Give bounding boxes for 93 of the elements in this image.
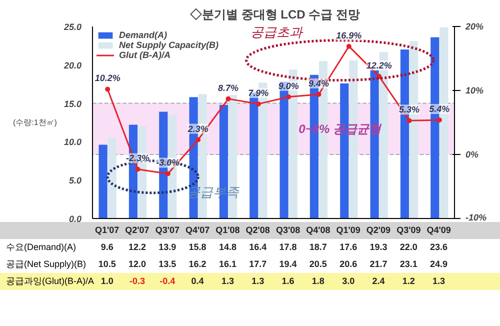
x-tick-label: Q1'07 xyxy=(94,224,120,237)
point xyxy=(105,86,110,92)
text: 1.3 xyxy=(220,275,235,288)
text: -0.3 xyxy=(128,275,146,288)
data-label: 20.6 xyxy=(338,258,358,271)
y2-tick-label: 0% xyxy=(466,150,479,160)
bar xyxy=(108,138,116,218)
data-label: 10.5 xyxy=(97,258,117,271)
point xyxy=(165,171,170,176)
y-tick-label: 10.0 xyxy=(64,137,82,148)
data-label: 24.9 xyxy=(429,258,449,271)
data-label: 9.4% xyxy=(308,78,330,88)
text: 3.0 xyxy=(341,275,356,288)
legend-label: Demand(A) xyxy=(119,30,168,40)
data-label: 23.6 xyxy=(429,241,449,254)
data-label: 17.6 xyxy=(338,241,358,254)
y2-tick-label: 10% xyxy=(466,86,484,96)
text: 1.6 xyxy=(280,275,296,288)
data-label: 2.3% xyxy=(186,124,208,134)
data-label: 16.1 xyxy=(218,258,238,271)
data-label: -2.3% xyxy=(126,153,150,164)
data-label: 17.8 xyxy=(278,241,298,254)
point xyxy=(196,137,201,142)
x-tick-label: Q3'07 xyxy=(154,224,180,237)
data-label: 8.7% xyxy=(218,82,239,93)
point xyxy=(135,166,140,172)
data-label: 9.0% xyxy=(278,80,299,91)
data-label: 19.4 xyxy=(278,258,298,271)
data-label: -3.0% xyxy=(156,158,180,168)
x-tick-label: Q1'09 xyxy=(335,224,362,237)
text: 수요(Demand)(A) xyxy=(5,241,78,254)
y-tick-label: 0.0 xyxy=(68,214,82,224)
data-label: 5.3% xyxy=(398,104,420,115)
x-tick-label: Q4'08 xyxy=(305,224,332,237)
legend-label: Net Supply Capacity(B) xyxy=(119,40,219,50)
data-label: 22.0 xyxy=(398,241,418,254)
data-label: 18.7 xyxy=(308,241,328,254)
text: 공급(Net Supply)(B) xyxy=(5,258,88,271)
data-label: 16.2 xyxy=(188,258,208,271)
data-label: 14.8 xyxy=(218,241,238,254)
x-tick-label: Q1'08 xyxy=(214,224,241,237)
data-label: 16.9% xyxy=(336,30,362,40)
point xyxy=(286,94,292,100)
data-label: 23.1 xyxy=(398,258,418,271)
data-label: 10.2% xyxy=(94,73,120,84)
bar xyxy=(98,144,108,218)
point xyxy=(436,117,442,122)
text: 1.2 xyxy=(401,275,416,288)
text: 0.4 xyxy=(190,275,205,288)
data-label: 5.4% xyxy=(429,104,450,114)
legend-label: Glut (B-A)/A xyxy=(119,50,170,60)
x-tick-label: Q2'08 xyxy=(244,224,271,237)
text: 공급과잉(Glut)(B-A)/A xyxy=(5,275,94,288)
data-label: 13.9 xyxy=(158,241,178,254)
data-label: 13.5 xyxy=(158,258,178,271)
data-label: 9.6 xyxy=(100,241,114,254)
y2-tick-label: 20% xyxy=(464,22,484,32)
data-label: 12.2 xyxy=(127,241,148,254)
data-label: 7.9% xyxy=(248,88,269,98)
x-tick-label: Q2'09 xyxy=(365,224,392,237)
data-label: 12.0 xyxy=(127,258,148,271)
point xyxy=(346,44,352,49)
y-axis-title: (수량:1천㎡) xyxy=(12,118,58,127)
data-label: 21.7 xyxy=(368,258,388,271)
point xyxy=(376,74,382,79)
annotation: 공급초과 xyxy=(250,24,304,40)
y-tick-label: 15.0 xyxy=(64,98,82,109)
data-label: 19.3 xyxy=(368,241,388,254)
y-tick-label: 25.0 xyxy=(62,22,82,32)
x-tick-label: Q4'09 xyxy=(426,224,452,237)
data-label: 20.5 xyxy=(308,258,328,271)
point xyxy=(316,92,322,97)
x-tick-label: Q3'08 xyxy=(274,224,302,237)
y-tick-label: 20.0 xyxy=(62,60,82,70)
data-label: 15.8 xyxy=(188,241,208,254)
x-tick-label: Q3'09 xyxy=(396,224,422,237)
text: 1.8 xyxy=(310,275,326,288)
y2-tick-label: -10% xyxy=(466,212,487,222)
text: 1.0 xyxy=(100,276,114,286)
chart-title: ◇분기별 중대형 LCD 수급 전망 xyxy=(190,8,360,22)
data-label: 12.2% xyxy=(366,60,392,70)
data-label: 16.4 xyxy=(248,241,268,254)
point xyxy=(226,96,231,102)
text: 2.4 xyxy=(371,275,386,288)
point xyxy=(256,101,261,106)
y-tick-label: 5.0 xyxy=(68,176,82,186)
text: 1.3 xyxy=(432,275,446,288)
text: -0.4 xyxy=(158,275,176,288)
x-tick-label: Q2'07 xyxy=(124,224,150,237)
point xyxy=(406,118,412,124)
data-label: 17.7 xyxy=(248,258,268,271)
x-tick-label: Q4'07 xyxy=(184,224,211,237)
text: 1.3 xyxy=(250,275,266,288)
